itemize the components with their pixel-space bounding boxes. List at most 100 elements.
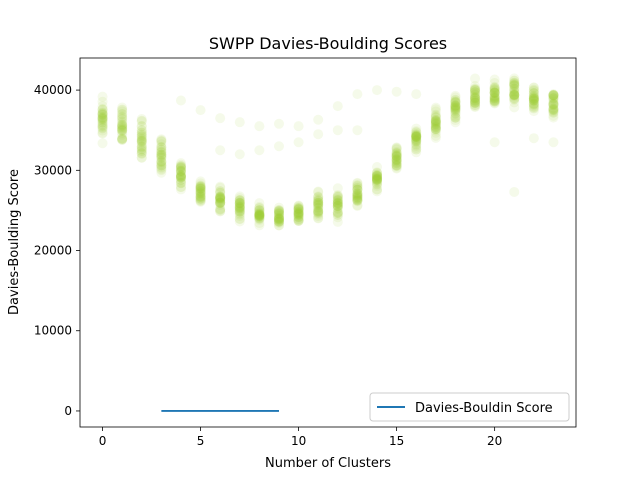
- scatter-point: [470, 100, 481, 111]
- scatter-point: [136, 138, 147, 149]
- scatter-point: [293, 200, 304, 211]
- scatter-point: [391, 142, 402, 153]
- scatter-point: [293, 209, 304, 220]
- scatter-point: [489, 87, 500, 98]
- scatter-point: [430, 116, 441, 127]
- scatter-point: [195, 188, 206, 199]
- scatter-point: [352, 188, 363, 199]
- scatter-point: [293, 211, 304, 222]
- scatter-point: [215, 181, 226, 192]
- scatter-point: [156, 134, 167, 145]
- scatter-point: [215, 192, 226, 203]
- scatter-point: [372, 170, 383, 181]
- scatter-point: [175, 162, 186, 173]
- scatter-point: [313, 199, 324, 210]
- scatter-point: [195, 182, 206, 193]
- scatter-point: [136, 144, 147, 155]
- scatter-point: [528, 92, 539, 103]
- scatter-point: [97, 114, 108, 125]
- scatter-point: [156, 144, 167, 155]
- scatter-point: [175, 162, 186, 173]
- scatter-point: [450, 103, 461, 114]
- scatter-point: [234, 149, 245, 160]
- scatter-point: [489, 87, 500, 98]
- scatter-point: [175, 162, 186, 173]
- scatter-point: [332, 190, 343, 201]
- scatter-point: [234, 198, 245, 209]
- scatter-point: [97, 138, 108, 149]
- scatter-point: [470, 102, 481, 113]
- scatter-point: [528, 82, 539, 93]
- scatter-point: [175, 172, 186, 183]
- scatter-point: [548, 96, 559, 107]
- scatter-point: [175, 171, 186, 182]
- scatter-point: [470, 95, 481, 106]
- scatter-point: [273, 209, 284, 220]
- scatter-point: [489, 81, 500, 92]
- scatter-point: [117, 120, 128, 131]
- scatter-point: [430, 118, 441, 129]
- scatter-point: [430, 116, 441, 127]
- scatter-point: [273, 213, 284, 224]
- scatter-point: [470, 83, 481, 94]
- scatter-point: [430, 106, 441, 117]
- scatter-point: [372, 170, 383, 181]
- scatter-point: [313, 206, 324, 217]
- scatter-point: [509, 78, 520, 89]
- scatter-point: [450, 95, 461, 106]
- scatter-point: [430, 110, 441, 121]
- scatter-point: [470, 97, 481, 108]
- scatter-point: [450, 100, 461, 111]
- scatter-point: [117, 134, 128, 145]
- scatter-point: [234, 213, 245, 224]
- scatter-point: [97, 96, 108, 107]
- scatter-point: [548, 89, 559, 100]
- scatter-point: [509, 90, 520, 101]
- scatter-point: [136, 135, 147, 146]
- scatter-point: [234, 206, 245, 217]
- scatter-point: [97, 117, 108, 128]
- scatter-point: [195, 196, 206, 207]
- scatter-point: [175, 169, 186, 180]
- scatter-point: [175, 165, 186, 176]
- scatter-point: [548, 107, 559, 118]
- scatter-point: [509, 90, 520, 101]
- scatter-point: [313, 207, 324, 218]
- scatter-point: [254, 201, 265, 212]
- scatter-point: [509, 86, 520, 96]
- scatter-point: [313, 207, 324, 218]
- scatter-point: [332, 200, 343, 211]
- scatter-point: [273, 213, 284, 224]
- scatter-point: [195, 186, 206, 197]
- scatter-point: [215, 197, 226, 208]
- scatter-point: [450, 94, 461, 105]
- scatter-point: [136, 129, 147, 140]
- scatter-point: [528, 84, 539, 95]
- scatter-point: [411, 135, 422, 146]
- scatter-point: [372, 85, 383, 96]
- scatter-point: [411, 129, 422, 140]
- scatter-point: [234, 195, 245, 206]
- scatter-point: [391, 151, 402, 162]
- scatter-point: [332, 198, 343, 209]
- scatter-point: [234, 191, 245, 202]
- scatter-point: [156, 164, 167, 175]
- scatter-point: [254, 210, 265, 221]
- scatter-point: [254, 198, 265, 209]
- scatter-point: [254, 210, 265, 221]
- scatter-point: [273, 212, 284, 223]
- scatter-point: [332, 203, 343, 214]
- scatter-point: [136, 136, 147, 147]
- scatter-point: [352, 195, 363, 206]
- scatter-layer: [97, 73, 559, 231]
- scatter-point: [175, 161, 186, 172]
- scatter-point: [195, 183, 206, 194]
- scatter-point: [195, 192, 206, 203]
- scatter-point: [352, 192, 363, 203]
- scatter-point: [509, 89, 520, 100]
- scatter-point: [254, 218, 265, 229]
- scatter-point: [352, 89, 363, 100]
- scatter-point: [332, 199, 343, 210]
- scatter-point: [430, 119, 441, 130]
- scatter-point: [293, 215, 304, 226]
